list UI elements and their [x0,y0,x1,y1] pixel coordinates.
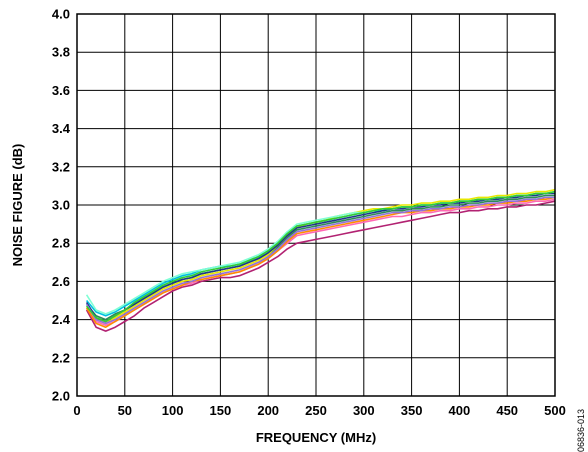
y-tick-labels: 2.0 2.2 2.4 2.6 2.8 3.0 3.2 3.4 3.6 3.8 4.0 [52,7,71,404]
x-tick-label: 0 [73,403,80,418]
figure-id: 06836-013 [576,409,586,452]
y-tick-label: 3.4 [52,121,71,136]
series-line-9 [85,196,555,325]
y-tick-label: 2.4 [52,312,71,327]
y-tick-label: 2.6 [52,274,70,289]
x-tick-label: 50 [118,403,132,418]
x-tick-label: 400 [449,403,471,418]
y-tick-label: 3.2 [52,159,70,174]
y-tick-label: 4.0 [52,7,70,22]
x-tick-label: 150 [210,403,232,418]
x-tick-labels: 0 50 100 150 200 250 300 350 400 450 500 [73,403,565,418]
series-lines [85,188,556,332]
series-line-10 [85,190,556,323]
y-tick-label: 2.8 [52,236,70,251]
y-tick-label: 3.0 [52,198,70,213]
y-tick-label: 2.0 [52,389,70,404]
x-tick-label: 500 [544,403,566,418]
series-line-6 [85,192,555,323]
x-tick-label: 100 [162,403,184,418]
y-axis-title: NOISE FIGURE (dB) [10,144,25,267]
x-tick-label: 350 [401,403,423,418]
x-tick-label: 300 [353,403,375,418]
y-tick-label: 2.2 [52,350,70,365]
x-tick-label: 200 [257,403,279,418]
x-axis-title: FREQUENCY (MHz) [256,430,376,445]
x-tick-label: 250 [305,403,327,418]
x-tick-label: 450 [496,403,518,418]
y-tick-label: 3.6 [52,83,70,98]
y-tick-label: 3.8 [52,45,70,60]
series-line-2 [85,200,556,332]
plot-frame [76,13,556,397]
